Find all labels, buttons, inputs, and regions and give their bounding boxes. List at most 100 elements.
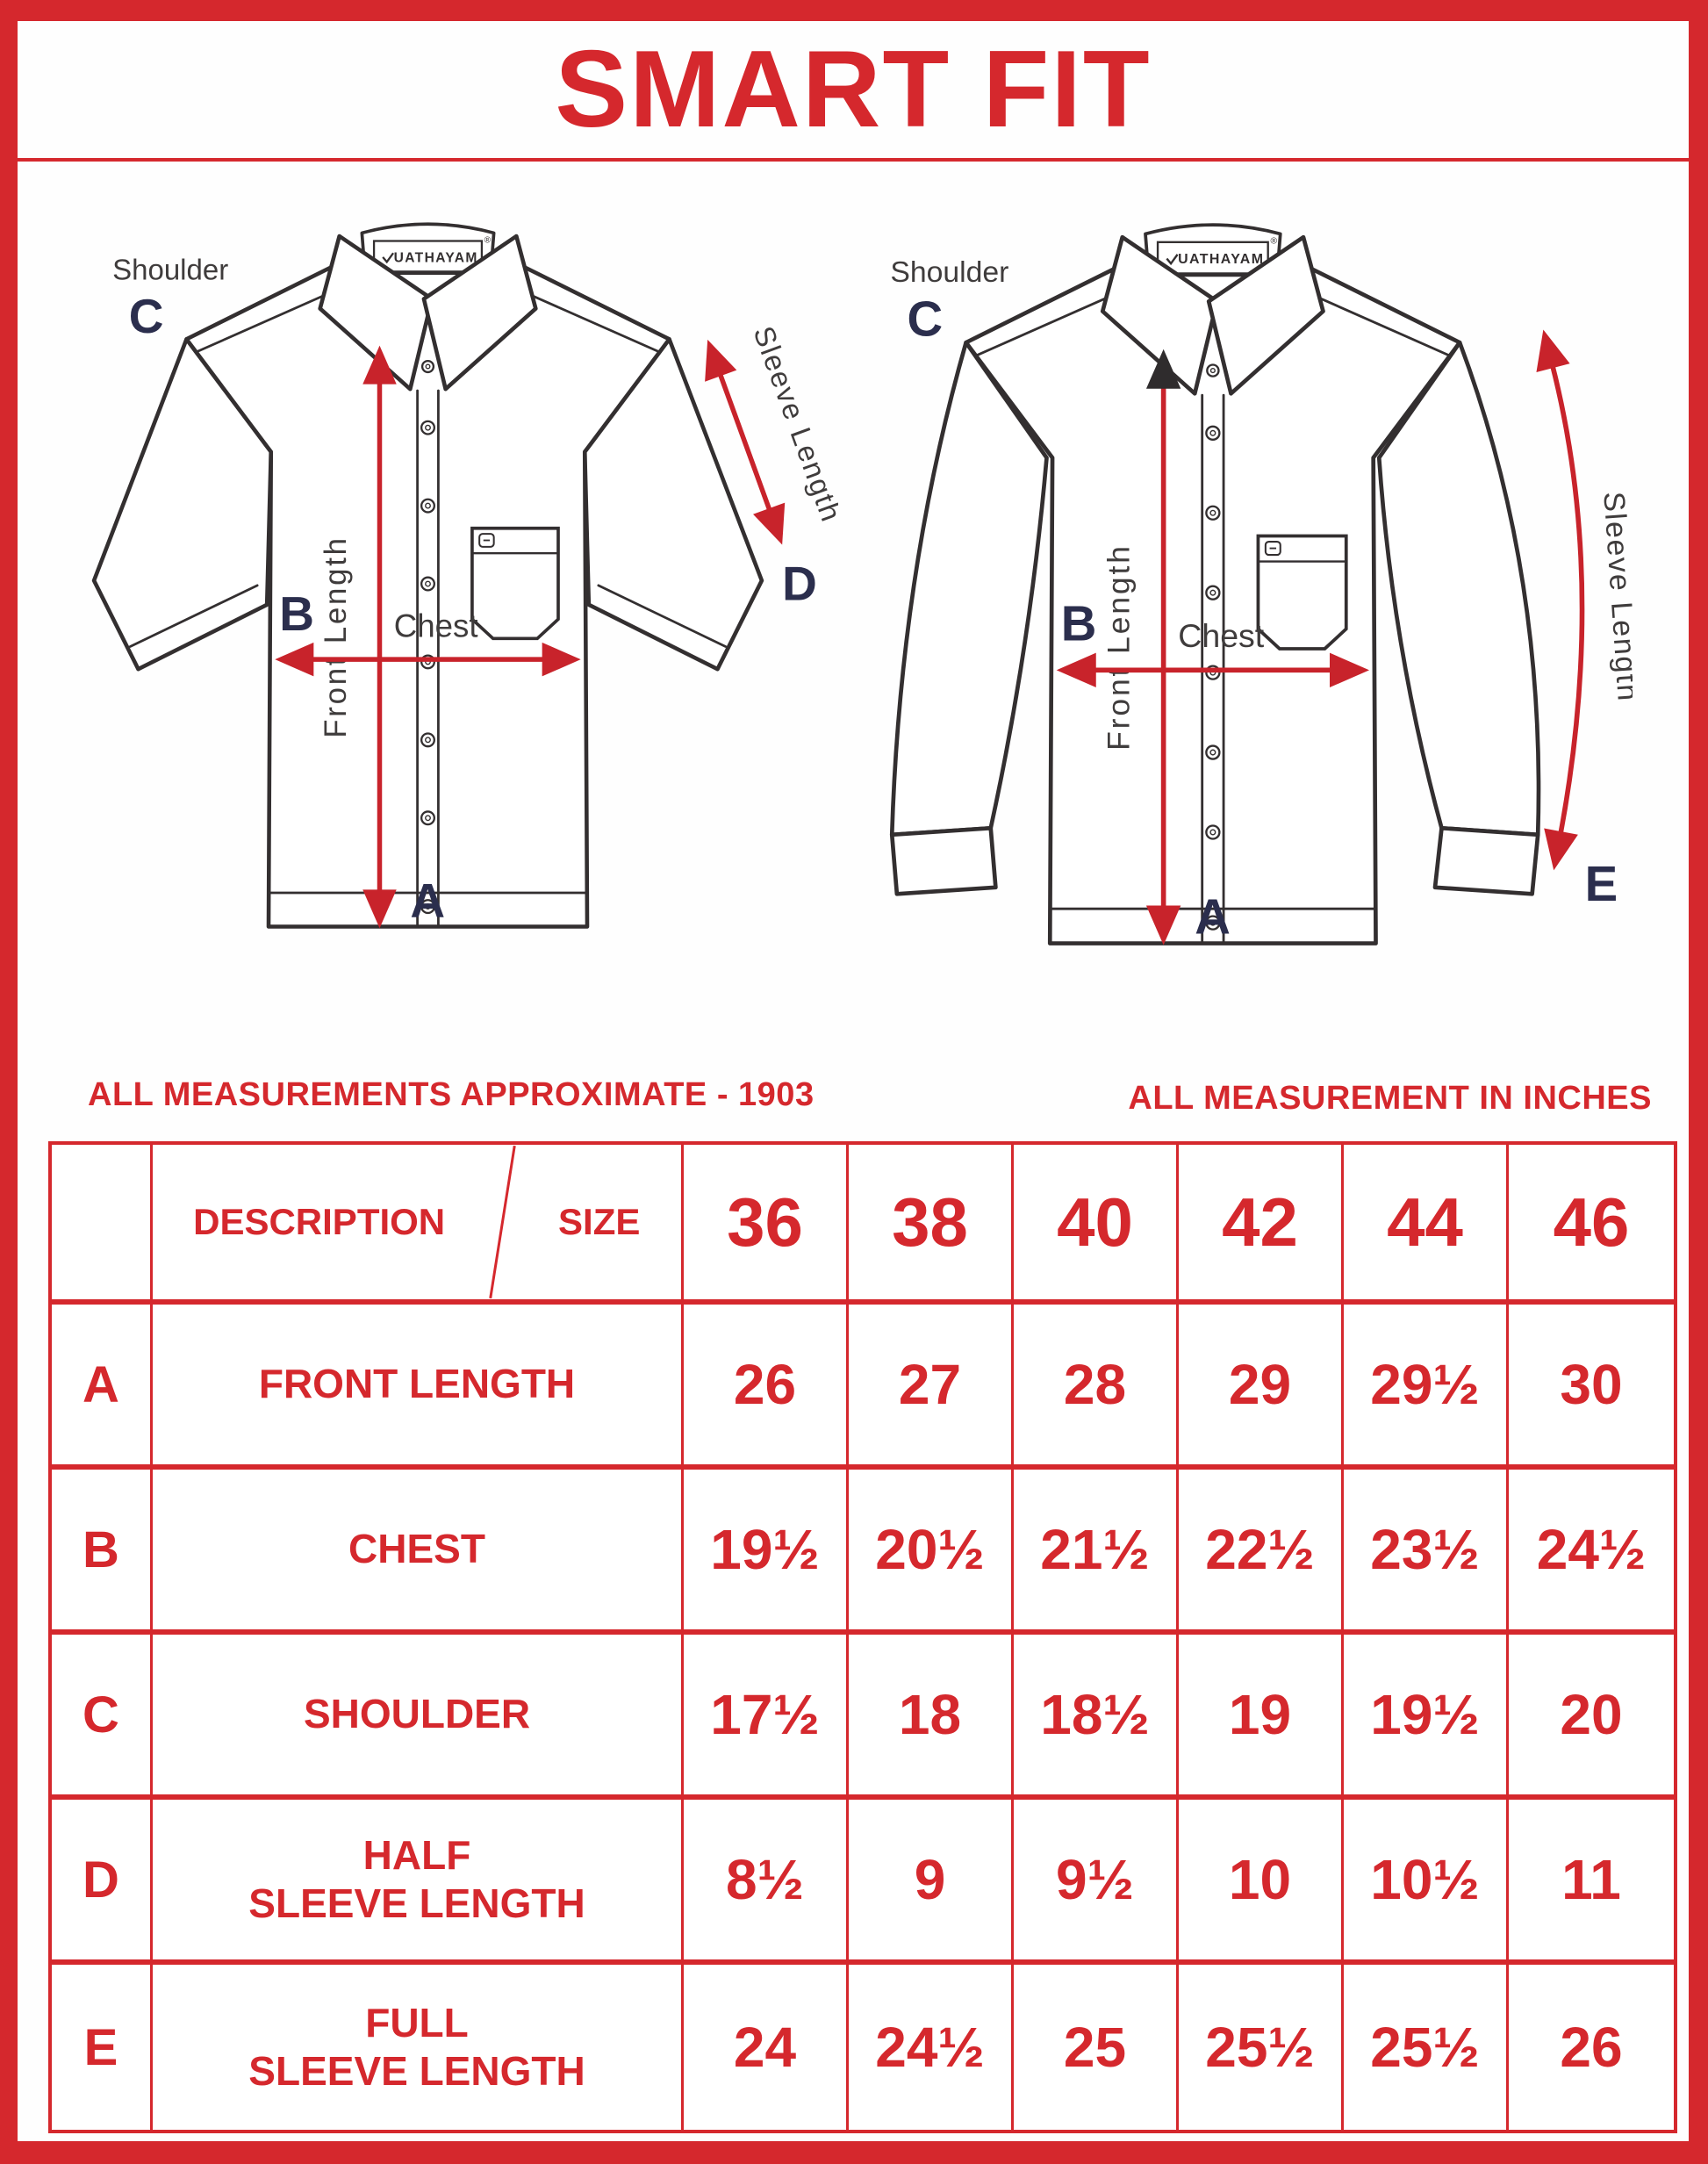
value-cell: 18 — [849, 1635, 1014, 1800]
half-sleeve-shirt-diagram: UATHAYAM ® — [91, 222, 838, 929]
value-cell: 23½ — [1344, 1470, 1509, 1635]
description-size-header-cell: DESCRIPTION SIZE — [153, 1145, 684, 1305]
header-slash-divider — [489, 1145, 517, 1299]
size-column-header: 38 — [849, 1145, 1014, 1305]
collar-brand-text: UATHAYAM — [1178, 252, 1264, 267]
collar-left-leaf — [1100, 234, 1219, 396]
row-letter-cell: A — [52, 1305, 153, 1470]
collar — [1100, 234, 1325, 396]
value-cell: 19½ — [1344, 1635, 1509, 1800]
size-column-header: 44 — [1344, 1145, 1509, 1305]
brand-check-icon — [382, 252, 395, 264]
frame-right — [1689, 0, 1708, 2164]
value-cell: 10 — [1179, 1800, 1344, 1965]
shirt-outline — [889, 223, 1541, 945]
value-cell: 11 — [1509, 1800, 1674, 1965]
collar-left-leaf — [318, 234, 434, 392]
value-cell: 8½ — [684, 1800, 849, 1965]
value-cell: 22½ — [1179, 1470, 1344, 1635]
row-label-line: FRONT LENGTH — [258, 1361, 576, 1407]
row-label-cell: SHOULDER — [153, 1635, 684, 1800]
chest-label: Chest — [394, 608, 478, 644]
size-column-header: 42 — [1179, 1145, 1344, 1305]
description-header: DESCRIPTION — [193, 1201, 446, 1242]
row-label-line: SLEEVE LENGTH — [248, 1880, 585, 1926]
row-label-cell: FULL SLEEVE LENGTH — [153, 1965, 684, 2130]
row-label-cell: CHEST — [153, 1470, 684, 1635]
brand-reg-mark: ® — [484, 235, 492, 245]
right-cuff — [1432, 825, 1540, 896]
value-cell: 19 — [1179, 1635, 1344, 1800]
row-label-line: CHEST — [348, 1526, 485, 1572]
collar-brand-text: UATHAYAM — [394, 250, 478, 265]
sleeve-length-arrow — [705, 339, 786, 545]
value-cell: 24½ — [1509, 1470, 1674, 1635]
front-length-label: Front Length — [319, 536, 353, 738]
value-cell: 20 — [1509, 1635, 1674, 1800]
value-cell: 25½ — [1344, 1965, 1509, 2130]
value-cell: 21½ — [1014, 1470, 1179, 1635]
size-column-header: 40 — [1014, 1145, 1179, 1305]
brand-reg-mark: ® — [1271, 237, 1278, 247]
left-cuff — [889, 825, 998, 896]
size-table: DESCRIPTION SIZE 36 38 40 42 44 46 A FRO… — [48, 1141, 1677, 2133]
note-measurement-in-inches: ALL MEASUREMENT IN INCHES — [1128, 1080, 1652, 1117]
value-cell: 26 — [1560, 2016, 1623, 2079]
shoulder-letter: C — [129, 289, 164, 343]
row-label-cell: HALF SLEEVE LENGTH — [153, 1800, 684, 1965]
chest-letter: B — [279, 586, 314, 641]
value-cell: 17½ — [684, 1635, 849, 1800]
sleeve-length-label: Sleeve Length — [747, 322, 838, 527]
full-sleeve-shirt-diagram: UATHAYAM ® — [889, 223, 1633, 945]
title-box: SMART FIT — [18, 21, 1689, 158]
shirt-diagrams: UATHAYAM ® — [0, 162, 1708, 1066]
row-label-line: SHOULDER — [303, 1691, 531, 1737]
note-measurements-approximate: ALL MEASUREMENTS APPROXIMATE - 1903 — [88, 1076, 815, 1113]
chest-label: Chest — [1178, 617, 1265, 654]
pocket — [1256, 534, 1348, 651]
sleeve-length-letter: E — [1585, 856, 1618, 911]
collar-right-leaf — [1206, 234, 1325, 396]
value-cell: 29½ — [1344, 1305, 1509, 1470]
shoulder-letter: C — [907, 291, 943, 347]
row-letter-cell: B — [52, 1470, 153, 1635]
row-label-line: HALF — [362, 1831, 471, 1878]
value-cell: 24½ — [849, 1965, 1014, 2130]
shoulder-label: Shoulder — [112, 254, 228, 286]
value-cell: 29 — [1179, 1305, 1344, 1470]
row-letter-cell: D — [52, 1800, 153, 1965]
brand-check-icon — [1166, 254, 1179, 266]
collar — [318, 234, 538, 392]
size-column-header: 46 — [1509, 1145, 1674, 1305]
sleeve-length-letter: D — [782, 556, 817, 610]
front-length-label: Front Length — [1101, 543, 1136, 751]
sleeve-length-arrow — [1536, 329, 1585, 871]
chest-letter: B — [1061, 596, 1097, 651]
value-cell: 25½ — [1179, 1965, 1344, 2130]
value-cell: 25 — [1014, 1965, 1179, 2130]
size-column-header: 36 — [684, 1145, 849, 1305]
pocket — [470, 526, 560, 641]
collar-right-leaf — [421, 234, 538, 392]
sleeve-length-label: Sleeve Length — [1597, 491, 1633, 703]
row-letter-cell: C — [52, 1635, 153, 1800]
table-corner-cell — [52, 1145, 153, 1305]
value-cell: 10½ — [1344, 1800, 1509, 1965]
value-cell: 24 — [684, 1965, 849, 2130]
front-length-letter: A — [1195, 888, 1231, 944]
value-cell: 27 — [849, 1305, 1014, 1470]
shoulder-label: Shoulder — [890, 255, 1008, 289]
value-cell: 18½ — [1014, 1635, 1179, 1800]
size-header: SIZE — [558, 1201, 641, 1242]
value-cell: 30 — [1509, 1305, 1674, 1470]
value-cell: 19½ — [684, 1470, 849, 1635]
row-label-line: FULL — [365, 1999, 469, 2045]
page-title: SMART FIT — [555, 29, 1152, 150]
row-letter-cell: E — [52, 1965, 153, 2130]
shirt-outline — [91, 222, 764, 929]
pocket-logo-icon — [1264, 541, 1281, 557]
pocket-logo-icon — [478, 533, 495, 548]
row-label-line: SLEEVE LENGTH — [248, 2048, 585, 2094]
value-cell: 26 — [684, 1305, 849, 1470]
